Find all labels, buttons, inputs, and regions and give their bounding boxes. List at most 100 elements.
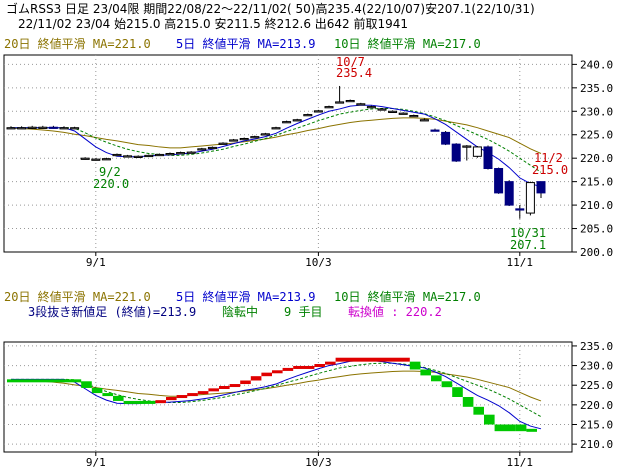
renko-brick xyxy=(155,400,166,404)
candle xyxy=(388,110,398,113)
renko-x-tick-label: 11/1 xyxy=(507,456,534,469)
renko-brick xyxy=(335,357,410,362)
renko-brick xyxy=(102,393,113,397)
candle xyxy=(504,180,514,207)
legend2-ma10: 10日 終値平滑 MA=217.0 xyxy=(334,289,481,304)
price-y-tick-label: 205.0 xyxy=(580,223,613,236)
renko-brick xyxy=(452,387,463,397)
candle xyxy=(112,153,122,157)
renko-x-tick-label: 9/1 xyxy=(86,456,106,469)
price-y-tick-label: 220.0 xyxy=(580,152,613,165)
candle xyxy=(430,128,440,132)
candle xyxy=(494,167,504,194)
annot-last-date: 11/2 xyxy=(534,151,563,165)
renko-brick xyxy=(484,414,495,425)
legend-ma5: 5日 終値平滑 MA=213.9 xyxy=(176,36,315,51)
candle xyxy=(133,155,143,159)
candle xyxy=(186,151,196,154)
candle xyxy=(536,181,546,199)
candle xyxy=(250,135,260,139)
candle xyxy=(176,151,186,155)
price-ma10-line xyxy=(11,107,542,173)
candle-body xyxy=(472,146,482,157)
renko-brick xyxy=(420,369,431,376)
price-ma5-line xyxy=(11,104,542,188)
candle xyxy=(292,118,302,122)
candle xyxy=(451,143,461,162)
renko-brick xyxy=(409,361,421,370)
candle xyxy=(70,126,80,130)
candle xyxy=(197,147,207,151)
renko-y-tick-label: 210.0 xyxy=(580,438,613,451)
renko-brick xyxy=(81,381,92,388)
renko-brick xyxy=(197,391,209,395)
candle-body xyxy=(419,119,429,122)
renko-brick xyxy=(515,424,527,432)
annot-low-date: 10/31 xyxy=(510,226,546,240)
candle xyxy=(303,113,313,117)
renko-brick xyxy=(187,393,198,397)
renko-brick xyxy=(261,372,272,377)
candle-body xyxy=(494,168,504,194)
candle xyxy=(229,138,239,142)
renko-brick xyxy=(113,395,124,401)
candle-body xyxy=(335,101,345,104)
annot-low-value: 207.1 xyxy=(510,238,546,252)
candle-body xyxy=(292,119,302,122)
renko-brick xyxy=(250,376,262,381)
renko-brick xyxy=(494,424,516,432)
renko-brick xyxy=(441,381,453,388)
candle xyxy=(324,105,334,109)
candle xyxy=(165,152,175,156)
annot-high-date: 10/7 xyxy=(336,55,365,69)
price-y-tick-label: 240.0 xyxy=(580,58,613,71)
candle xyxy=(59,126,69,130)
candle xyxy=(472,145,482,158)
candle-body xyxy=(462,145,472,148)
candle xyxy=(515,205,525,219)
candle xyxy=(27,125,37,130)
candle xyxy=(101,157,111,161)
candle-body xyxy=(260,133,270,136)
candle-body xyxy=(409,115,419,118)
price-panel-candles xyxy=(6,85,546,219)
candle xyxy=(144,154,154,158)
annot-last-value: 215.0 xyxy=(532,163,568,177)
candle-body xyxy=(239,137,249,141)
candle-body xyxy=(504,181,514,206)
candle-body xyxy=(59,127,69,130)
candle xyxy=(91,158,101,161)
candle-body xyxy=(133,155,143,159)
candle xyxy=(17,126,27,130)
renko-brick xyxy=(526,428,537,432)
candle xyxy=(123,154,133,158)
candle-body xyxy=(483,146,493,170)
candle xyxy=(38,125,48,129)
renko-brick xyxy=(325,361,336,365)
candle-body xyxy=(250,136,260,139)
renko-brick xyxy=(272,370,283,374)
candle-body xyxy=(27,126,37,129)
annot-sep-low-date: 9/2 xyxy=(99,165,121,179)
price-panel-moving-averages xyxy=(10,104,542,188)
renko-brick xyxy=(314,364,325,367)
renko-y-tick-label: 235.0 xyxy=(580,340,613,353)
renko-brick xyxy=(462,397,474,407)
legend-ma10: 10日 終値平滑 MA=217.0 xyxy=(334,36,481,51)
renko-y-tick-label: 215.0 xyxy=(580,419,613,432)
candle xyxy=(80,157,90,160)
renko-y-tick-label: 220.0 xyxy=(580,399,613,412)
renko-method-label: 3段抜き新値足 (終値)=213.9 xyxy=(28,304,196,319)
renko-panel-y-axis: 210.0 215.0 220.0 225.0 230.0 235.0 xyxy=(572,340,613,451)
renko-panel-x-axis: 9/1 10/3 11/1 xyxy=(86,452,533,469)
price-y-tick-label: 215.0 xyxy=(580,176,613,189)
candle-body xyxy=(229,139,239,142)
candle xyxy=(282,120,292,124)
price-y-tick-label: 230.0 xyxy=(580,105,613,118)
renko-trend-label: 陰転中 xyxy=(222,304,258,319)
candle-body xyxy=(176,152,186,155)
candle xyxy=(207,146,217,150)
renko-brick xyxy=(431,375,442,382)
price-y-tick-label: 235.0 xyxy=(580,82,613,95)
